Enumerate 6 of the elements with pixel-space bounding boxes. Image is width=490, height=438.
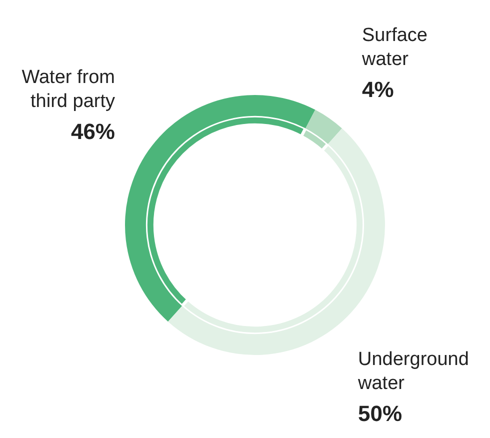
slice-label: Surface water: [362, 24, 428, 72]
slice-label: Underground water: [358, 348, 470, 396]
text: 4%: [362, 77, 394, 102]
text: 50%: [358, 401, 402, 426]
slice-label: Water from third party: [20, 66, 115, 114]
text: 46%: [70, 119, 115, 144]
